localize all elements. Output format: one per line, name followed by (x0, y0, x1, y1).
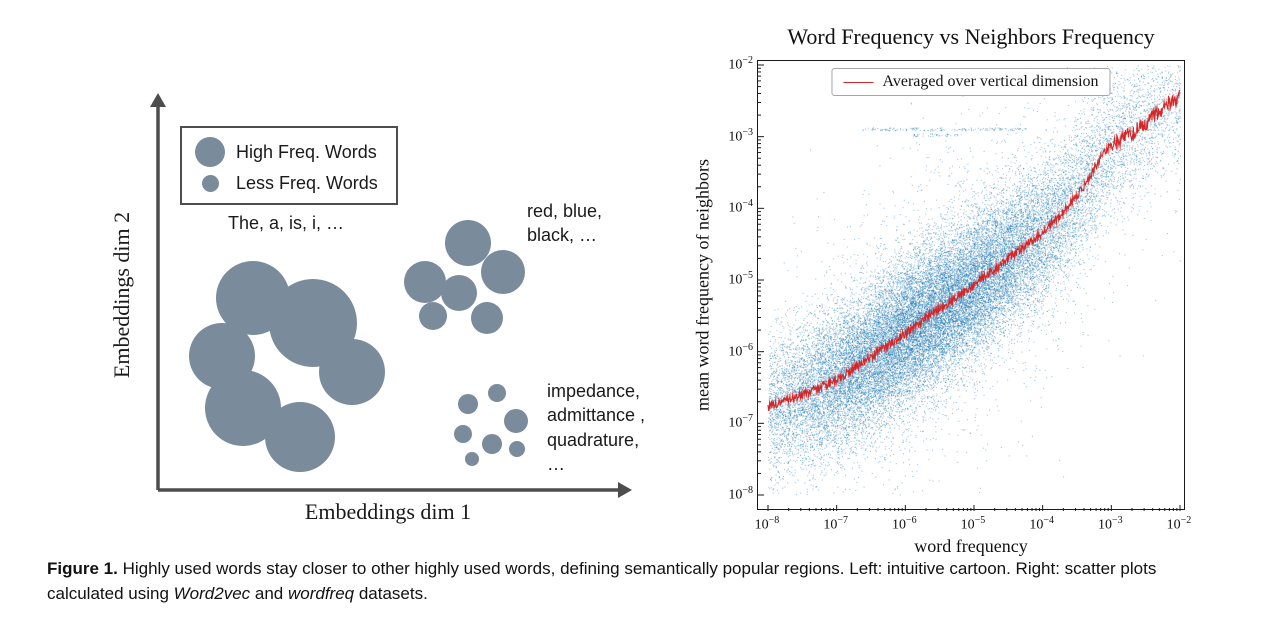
plot-title: Word Frequency vs Neighbors Frequency (787, 24, 1155, 49)
scatter-plot-panel: Word Frequency vs Neighbors Frequency Av… (690, 8, 1210, 558)
cluster-label-high-freq: The, a, is, i, … (228, 213, 345, 233)
red-line-icon (843, 81, 874, 83)
cluster-label-low-freq: impedance, admittance , quadrature, … (547, 381, 646, 474)
figure-caption: Figure 1. Highly used words stay closer … (47, 557, 1235, 606)
cartoon-legend: High Freq. Words Less Freq. Words (180, 126, 398, 205)
y-tick-label: 10−5 (728, 270, 753, 288)
legend-item-high-freq: High Freq. Words (194, 137, 378, 167)
y-tick-label: 10−7 (728, 413, 753, 431)
x-axis-label: word frequency (914, 536, 1028, 556)
x-tick-label: 10−3 (1098, 515, 1123, 533)
cartoon-y-axis-label: Embeddings dim 2 (109, 211, 134, 379)
x-tick-label: 10−2 (1166, 515, 1192, 533)
x-tick-label: 10−6 (892, 515, 917, 533)
plot-legend-label: Averaged over vertical dimension (882, 73, 1099, 90)
high-freq-bubble-icon (195, 137, 225, 167)
x-tick-label: 10−5 (960, 515, 986, 533)
y-tick-label: 10−8 (728, 485, 753, 503)
figure-caption-number: Figure 1. (47, 559, 118, 578)
plot-legend: Averaged over vertical dimension (831, 68, 1111, 96)
legend-item-less-freq: Less Freq. Words (194, 173, 378, 194)
y-tick-label: 10−6 (728, 341, 753, 360)
figure-caption-end: datasets. (354, 583, 428, 603)
cartoon-panel: Embeddings dim 2 Embeddings dim 1 High F… (0, 0, 690, 555)
y-tick-label: 10−4 (728, 198, 753, 216)
y-tick-label: 10−3 (728, 126, 753, 145)
figure-caption-wordfreq: wordfreq (287, 583, 355, 603)
legend-label-less-freq: Less Freq. Words (236, 173, 378, 193)
legend-dot-col (194, 137, 226, 167)
less-freq-bubble-icon (201, 175, 219, 192)
figure-caption-text: Highly used words stay closer to other h… (47, 559, 1157, 603)
scatter-canvas (758, 61, 1186, 511)
legend-dot-col (194, 175, 226, 192)
y-tick-label: 10−2 (728, 55, 753, 73)
x-tick-label: 10−4 (1029, 515, 1054, 533)
legend-label-high-freq: High Freq. Words (236, 141, 377, 162)
x-tick-label: 10−8 (754, 515, 780, 533)
x-tick-label: 10−7 (823, 515, 848, 533)
plot-area: Averaged over vertical dimension (757, 60, 1186, 511)
cartoon-diagram (150, 93, 632, 498)
figure-caption-and: and (250, 583, 288, 603)
figure-caption-word2vec: Word2vec (173, 583, 251, 603)
cartoon-x-axis-label: Embeddings dim 1 (304, 499, 472, 524)
cluster-label-medium-freq: red, blue, black, … (527, 201, 603, 246)
